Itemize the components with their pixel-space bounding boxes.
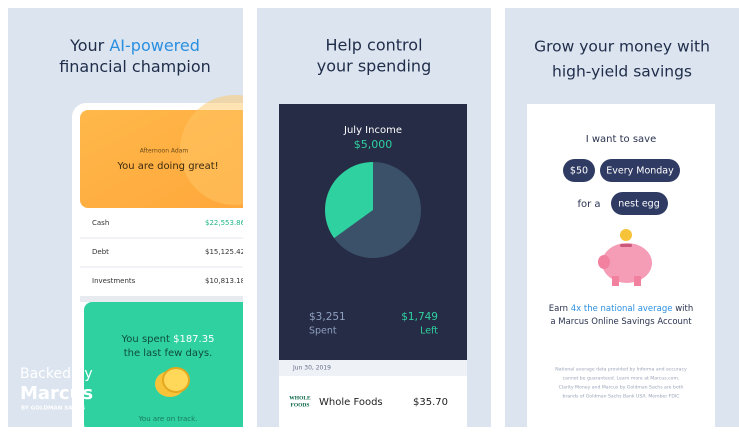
pill-text[interactable]: $50: [570, 166, 588, 177]
panel-title: Your AI-powered: [69, 36, 200, 55]
pie-slice: [334, 162, 422, 258]
logo: WHOLE: [289, 395, 311, 401]
row-value: $10,813.18: [205, 277, 245, 285]
coin: [162, 367, 190, 393]
decor: [180, 95, 243, 205]
earn-text: Earn 4x the national average with: [549, 304, 694, 314]
spent-part: the last few days.: [124, 348, 213, 359]
fine-print: brands of Goldman Sachs Bank USA. Member…: [563, 394, 680, 400]
panel-title: your spending: [317, 57, 431, 76]
earn-part: a Marcus Online Savings Account: [550, 317, 692, 327]
title-part: financial champion: [59, 57, 211, 76]
phone: Afternoon Adam You are doing great! Cash…: [72, 95, 246, 427]
pig-body: [602, 243, 652, 283]
pig-leg: [612, 276, 619, 286]
pig-slot: [620, 244, 632, 247]
row-label: Debt: [92, 248, 109, 256]
pig-snout: [598, 255, 610, 269]
spent-text: You spent $187.35: [121, 334, 215, 345]
badge-sub: BY GOLDMAN SACHS: [21, 406, 85, 412]
earn-part: 4x the national average: [571, 304, 673, 314]
panel-title: Grow your money with: [534, 38, 710, 56]
gap: [80, 296, 243, 302]
spent-text: the last few days.: [124, 348, 213, 359]
spent-part: $187.35: [173, 334, 214, 345]
panel-title: high-yield savings: [552, 63, 692, 81]
row-label: Cash: [92, 219, 109, 227]
pill[interactable]: [600, 159, 680, 182]
pig-leg: [634, 276, 641, 286]
fine-print: National average data provided by Inform…: [555, 367, 687, 373]
row-value: $22,553.86: [205, 219, 246, 227]
merchant: Whole Foods: [319, 397, 383, 408]
pie-value: $1,749: [401, 311, 438, 323]
earn-part: Earn: [549, 304, 571, 314]
fine-print: Clarity Money and Marcus by Goldman Sach…: [559, 385, 684, 391]
panel-title: Help control: [325, 36, 422, 55]
row-value: $15,125.42: [205, 248, 245, 256]
amount: $35.70: [413, 397, 448, 408]
pill-text[interactable]: Every Monday: [606, 166, 674, 177]
logo-box: [288, 393, 312, 411]
accounts: [80, 208, 243, 296]
title-part: Your: [69, 36, 109, 55]
logo: FOODS: [291, 402, 310, 408]
pie-name: Spent: [309, 326, 337, 337]
date-bar: [279, 360, 467, 376]
prompt: I want to save: [586, 134, 657, 145]
badge-brand: Marcus: [20, 383, 93, 404]
spent-card: [84, 302, 243, 427]
earn-text: a Marcus Online Savings Account: [550, 317, 692, 327]
pie-slice: [325, 162, 373, 239]
on-track: You are on track.: [138, 415, 198, 423]
row-label: Investments: [92, 277, 136, 285]
income-label: July Income: [343, 125, 402, 136]
pill-text[interactable]: nest egg: [618, 199, 659, 210]
coin: [620, 229, 632, 241]
earn-part: with: [673, 304, 694, 314]
income: $5,000: [354, 138, 393, 151]
badge-line: Backed by: [20, 366, 93, 382]
panel-title: financial champion: [59, 57, 211, 76]
pill[interactable]: [611, 192, 668, 215]
pill[interactable]: [563, 159, 595, 182]
pie-name: Left: [420, 326, 438, 337]
spent-part: You spent: [121, 334, 174, 345]
date: Jun 30, 2019: [292, 365, 331, 372]
title-part: AI-powered: [109, 36, 200, 55]
pie: $3,251 Spent $1,749 Left: [309, 162, 438, 337]
status: You are doing great!: [116, 161, 218, 172]
fine-print: cannot be guaranteed. Learn more at Marc…: [563, 376, 680, 382]
prompt: for a: [577, 199, 600, 210]
pie-value: $3,251: [309, 311, 346, 323]
piggy-bank: [598, 229, 652, 286]
greeting: Afternoon Adam: [140, 148, 189, 155]
